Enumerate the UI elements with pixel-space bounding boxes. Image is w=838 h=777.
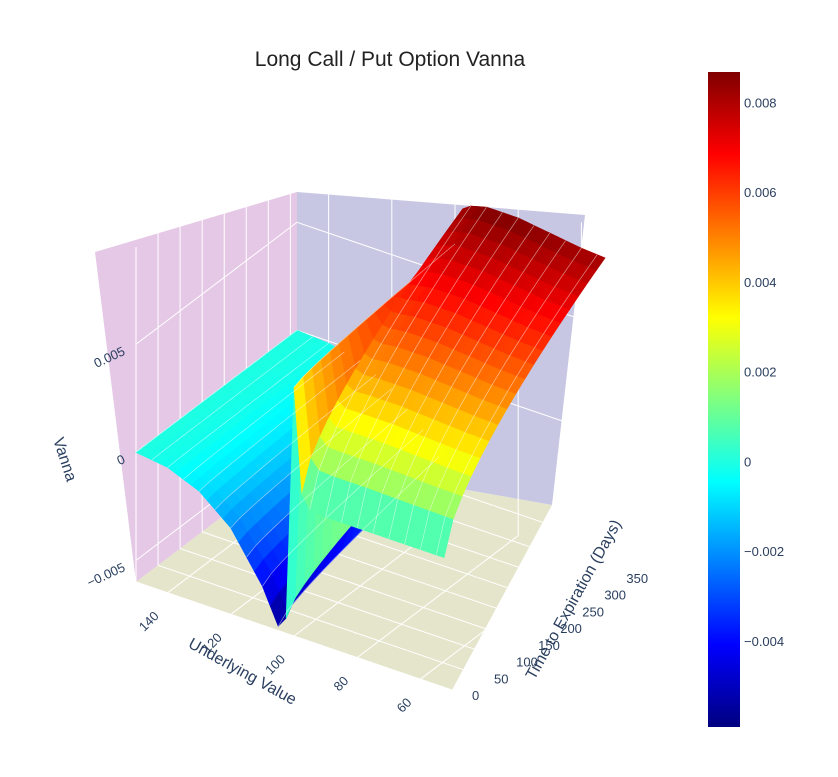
surface-wireline	[167, 343, 329, 468]
surface-wireline	[325, 206, 487, 518]
surface-wireline	[293, 243, 456, 388]
surface-wireline	[246, 408, 408, 558]
surface-wireline	[435, 254, 598, 556]
colorbar-tick-label: −0.002	[744, 544, 784, 559]
surface-wireline	[183, 351, 345, 480]
floor-gridline	[179, 548, 497, 658]
surface-wireline	[151, 336, 314, 461]
y-tick-label: 300	[604, 588, 626, 603]
colorbar-tick-label: −0.004	[744, 634, 784, 649]
x-tick-label: 100	[262, 652, 288, 678]
surface-wireline	[135, 330, 298, 453]
y-tick-label: 0	[472, 688, 479, 703]
y-tick-label: 200	[560, 621, 582, 636]
colorbar-tick-label: 0.008	[744, 95, 777, 110]
floor-gridline	[420, 556, 582, 680]
z-tick-label: −0.005	[85, 560, 128, 591]
chart-title: Long Call / Put Option Vanna	[255, 48, 526, 71]
surface-wireline	[277, 456, 440, 627]
floor-gridline	[157, 564, 475, 674]
surface-wireline	[388, 232, 551, 539]
surface-wireline	[230, 388, 393, 529]
x-tick-label: 60	[394, 695, 415, 716]
surface-wireline	[420, 247, 582, 550]
x-tick-label: 140	[136, 608, 162, 634]
y-tick-label: 150	[538, 638, 560, 653]
surface-wireline	[341, 212, 503, 523]
x-axis-label: Underlying Value	[185, 635, 299, 708]
surface-wireline	[372, 225, 535, 534]
y-tick-label: 350	[626, 571, 648, 586]
vanna-surface	[135, 205, 606, 627]
surface-wireline	[356, 217, 519, 528]
floor-gridline	[356, 535, 519, 658]
surface-wireline	[309, 205, 472, 510]
y-tick-label: 50	[494, 671, 508, 686]
surface-wireline	[198, 360, 361, 492]
surface-wireline	[262, 429, 424, 587]
y-tick-label: 250	[582, 604, 604, 619]
x-tick-label: 80	[330, 673, 351, 694]
y-tick-label: 100	[516, 655, 538, 670]
colorbar-tick-label: 0	[744, 454, 751, 469]
z-axis-label: Vanna	[49, 436, 79, 484]
colorbar-ticks: 0.008 0.006 0.004 0.002 0 −0.002 −0.004	[744, 95, 784, 648]
surface-wireline	[214, 374, 377, 510]
surface-wireline	[404, 240, 566, 545]
colorbar-tick-label: 0.006	[744, 185, 777, 200]
colorbar	[708, 72, 740, 727]
colorbar-tick-label: 0.002	[744, 365, 777, 380]
colorbar-tick-label: 0.004	[744, 275, 777, 290]
floor-gridline	[135, 581, 453, 691]
